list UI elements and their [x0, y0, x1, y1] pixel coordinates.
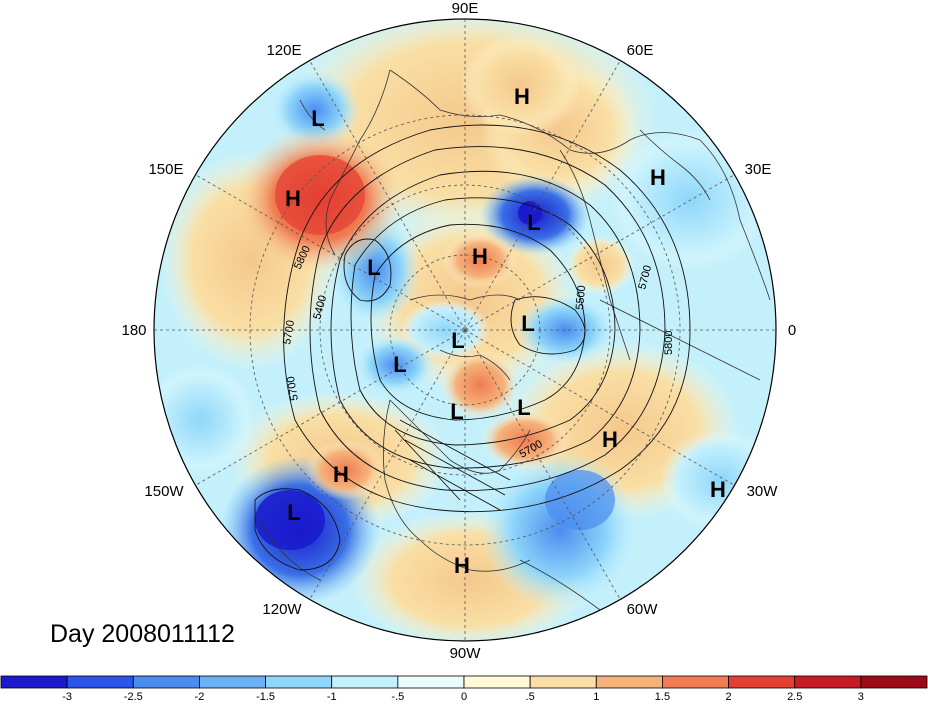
pressure-centers: H L H L H L L L L L L H H L H H [285, 84, 726, 525]
colorbar-tick-label: 3 [858, 691, 864, 702]
pressure-center-low: L [451, 328, 464, 353]
colorbar-swatch [199, 675, 266, 689]
pressure-center-high: H [472, 244, 488, 269]
colorbar-swatch [331, 675, 399, 689]
colorbar-tick-label: -2 [195, 691, 205, 702]
colorbar-swatch [595, 675, 663, 689]
lon-30w: 30W [747, 483, 779, 500]
pressure-center-high: H [602, 427, 618, 452]
lon-180: 180 [121, 322, 146, 339]
lon-0: 0 [788, 322, 796, 339]
pressure-center-low: L [393, 352, 406, 377]
colorbar-tick-label: .5 [526, 691, 535, 702]
colorbar-swatch [463, 675, 531, 689]
colorbar: -3 -2.5 -2 -1.5 -1 -.5 0 .5 1 1.5 2 2.5 3 [0, 675, 928, 703]
pressure-center-high: H [650, 165, 666, 190]
height-contours [254, 124, 691, 571]
contour-label: 5500 [574, 285, 588, 310]
contour-label: 5700 [285, 375, 301, 401]
colorbar-tick-label: 1 [593, 691, 599, 702]
colorbar-tick-label: -3 [62, 691, 72, 702]
lon-90w: 90W [450, 645, 482, 662]
colorbar-tick-label: -1.5 [256, 691, 275, 702]
colorbar-swatch [132, 675, 200, 689]
pressure-center-low: L [527, 210, 540, 235]
map-title: Day 2008011112 [50, 620, 235, 648]
pressure-center-low: L [517, 395, 530, 420]
pressure-center-low: L [287, 500, 300, 525]
colorbar-swatch [662, 675, 729, 689]
colorbar-tick-label: -2.5 [124, 691, 143, 702]
colorbar-swatch [0, 675, 68, 689]
colorbar-tick-label: 2 [726, 691, 732, 702]
pressure-center-high: H [710, 477, 726, 502]
lon-90e: 90E [452, 0, 479, 17]
colorbar-tick-label: 0 [461, 691, 467, 702]
pressure-center-low: L [450, 399, 463, 424]
pressure-center-low: L [521, 311, 534, 336]
lon-30e: 30E [745, 161, 772, 178]
lon-150w: 150W [144, 483, 184, 500]
colorbar-swatch [860, 675, 928, 689]
pressure-center-high: H [514, 84, 530, 109]
colorbar-swatch [66, 675, 134, 689]
colorbar-tick-label: -.5 [391, 691, 404, 702]
pressure-center-high: H [333, 462, 349, 487]
lon-120e: 120E [266, 42, 301, 59]
contour-label: 5800 [663, 331, 675, 355]
colorbar-swatch [265, 675, 333, 689]
pressure-center-low: L [367, 255, 380, 280]
longitude-labels: 90E 120E 60E 150E 30E 180 0 150W 30W 120… [121, 0, 796, 662]
lon-60e: 60E [627, 42, 654, 59]
pressure-center-low: L [311, 106, 324, 131]
colorbar-swatch [397, 675, 465, 689]
colorbar-swatch [728, 675, 796, 689]
graticule [154, 19, 776, 641]
colorbar-swatch [529, 675, 597, 689]
colorbar-swatch [794, 675, 862, 689]
pressure-center-high: H [454, 553, 470, 578]
lon-150e: 150E [148, 161, 183, 178]
colorbar-tick-label: -1 [327, 691, 337, 702]
lon-60w: 60W [627, 601, 659, 618]
pressure-center-high: H [285, 186, 301, 211]
coastlines [259, 69, 771, 641]
contour-label: 5700 [281, 319, 297, 345]
lon-120w: 120W [262, 601, 302, 618]
colorbar-tick-label: 2.5 [787, 691, 802, 702]
colorbar-tick-label: 1.5 [655, 691, 670, 702]
